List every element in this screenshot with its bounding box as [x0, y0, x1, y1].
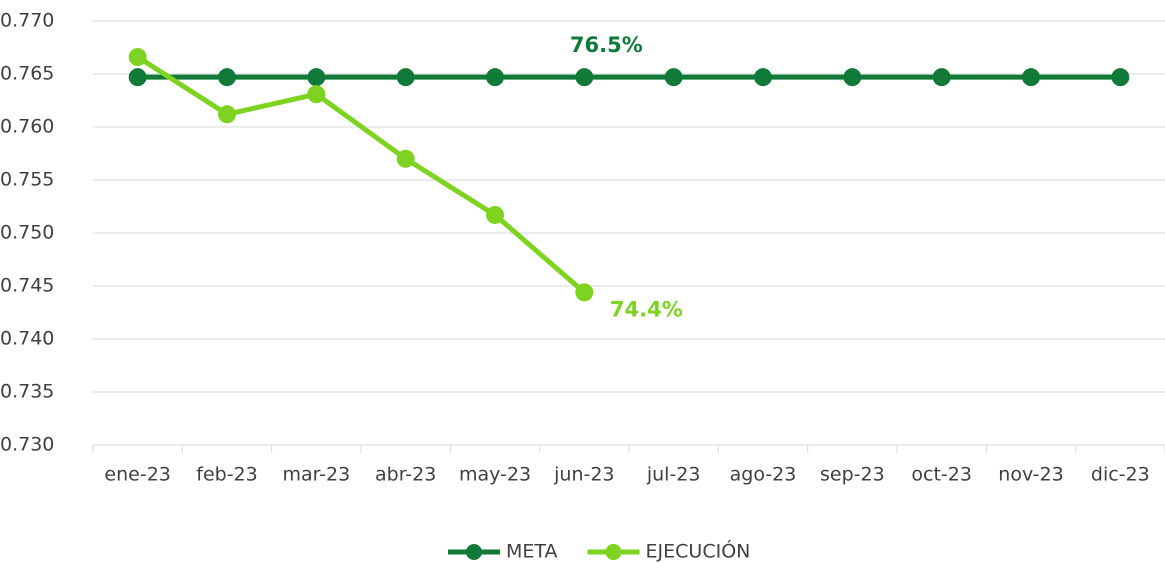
x-tick-label: mar-23: [282, 464, 350, 486]
y-tick-label: 0.750: [0, 222, 54, 244]
y-tick-label: 0.740: [0, 328, 54, 350]
marker: [486, 205, 504, 224]
x-tick-label: oct-23: [911, 464, 972, 486]
y-tick-label: 0.755: [0, 169, 54, 191]
y-tick-label: 0.770: [0, 10, 54, 32]
marker: [307, 85, 326, 104]
legend-label: META: [506, 541, 558, 563]
marker: [128, 68, 147, 87]
marker: [843, 68, 862, 87]
series-line: [136, 54, 586, 295]
x-tick-label: sep-23: [820, 464, 885, 486]
data-label: 76.5%: [570, 33, 643, 57]
legend-label: EJECUCIÓN: [646, 539, 751, 563]
data-label: 74.4%: [610, 297, 683, 321]
x-tick-label: nov-23: [998, 464, 1063, 486]
marker: [486, 68, 504, 87]
y-tick-label: 0.765: [0, 63, 54, 85]
x-tick-label: ene-23: [104, 464, 170, 486]
marker: [128, 48, 147, 67]
marker: [218, 68, 236, 87]
marker: [1111, 68, 1130, 87]
marker: [575, 68, 594, 87]
x-tick-label: jun-23: [553, 464, 614, 486]
y-tick-label: 0.745: [0, 275, 54, 297]
x-tick-label: dic-23: [1091, 464, 1150, 486]
y-tick-label: 0.730: [0, 434, 54, 456]
marker: [396, 68, 415, 87]
marker: [664, 68, 683, 87]
x-tick-label: jul-23: [646, 464, 701, 486]
marker: [218, 105, 236, 124]
x-tick-label: feb-23: [196, 464, 257, 486]
x-tick-label: abr-23: [375, 464, 436, 486]
marker: [1022, 68, 1040, 87]
marker: [575, 283, 594, 302]
legend-marker: [466, 544, 482, 560]
y-tick-label: 0.735: [0, 381, 54, 403]
marker: [754, 68, 772, 87]
legend-marker: [605, 544, 622, 560]
x-tick-label: ago-23: [730, 464, 797, 486]
marker: [307, 68, 326, 87]
y-tick-label: 0.760: [0, 116, 54, 138]
marker: [396, 149, 415, 168]
x-tick-label: may-23: [459, 464, 531, 486]
marker: [932, 68, 951, 87]
